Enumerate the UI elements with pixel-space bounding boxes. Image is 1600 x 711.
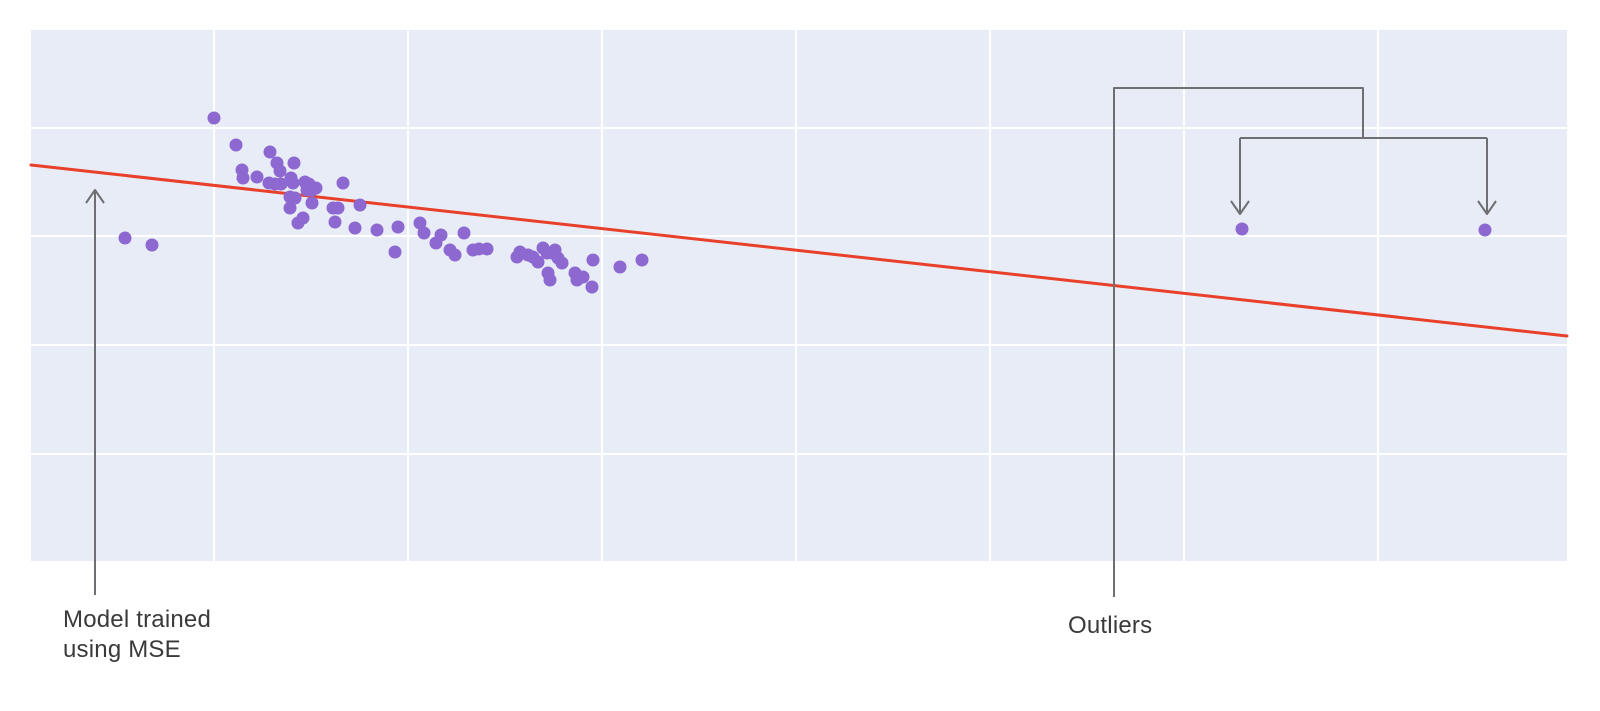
data-point: [480, 242, 494, 256]
outlier-arrow-head: [1230, 200, 1250, 215]
data-point: [348, 221, 362, 235]
data-point: [353, 198, 367, 212]
mse-arrow-head: [85, 189, 105, 204]
mse-annotation-line1: Model trained: [63, 606, 212, 633]
data-point: [207, 111, 221, 125]
data-point: [417, 226, 431, 240]
data-point: [118, 231, 132, 245]
plot-area: [31, 30, 1567, 561]
data-point: [274, 177, 288, 191]
data-point: [236, 171, 250, 185]
data-point: [585, 280, 599, 294]
mse-annotation-label: Model trained using MSE: [63, 605, 211, 665]
outlier-arrow-head: [1477, 200, 1497, 215]
data-point: [448, 248, 462, 262]
regression-line: [29, 163, 1569, 338]
data-point: [370, 223, 384, 237]
data-point: [331, 201, 345, 215]
data-point: [250, 170, 264, 184]
data-point: [413, 216, 427, 230]
data-point: [287, 156, 301, 170]
outliers-stem-line: [1113, 87, 1364, 597]
data-point: [309, 181, 323, 195]
data-point: [283, 201, 297, 215]
data-point: [388, 245, 402, 259]
data-point: [613, 260, 627, 274]
data-point: [555, 256, 569, 270]
data-point: [336, 176, 350, 190]
data-point: [576, 270, 590, 284]
data-point: [288, 191, 302, 205]
data-point: [305, 196, 319, 210]
data-point: [434, 228, 448, 242]
outlier-point: [1478, 223, 1492, 237]
outliers-annotation-label: Outliers: [1068, 612, 1153, 639]
data-point: [391, 220, 405, 234]
data-point: [531, 255, 545, 269]
data-point: [457, 226, 471, 240]
data-point: [543, 273, 557, 287]
data-point: [286, 176, 300, 190]
data-point: [635, 253, 649, 267]
data-point: [145, 238, 159, 252]
data-point: [328, 215, 342, 229]
mse-annotation-line2: using MSE: [63, 636, 181, 663]
data-point: [273, 164, 287, 178]
outlier-point: [1235, 222, 1249, 236]
data-point: [586, 253, 600, 267]
data-point: [296, 211, 310, 225]
data-point: [263, 145, 277, 159]
data-point: [229, 138, 243, 152]
